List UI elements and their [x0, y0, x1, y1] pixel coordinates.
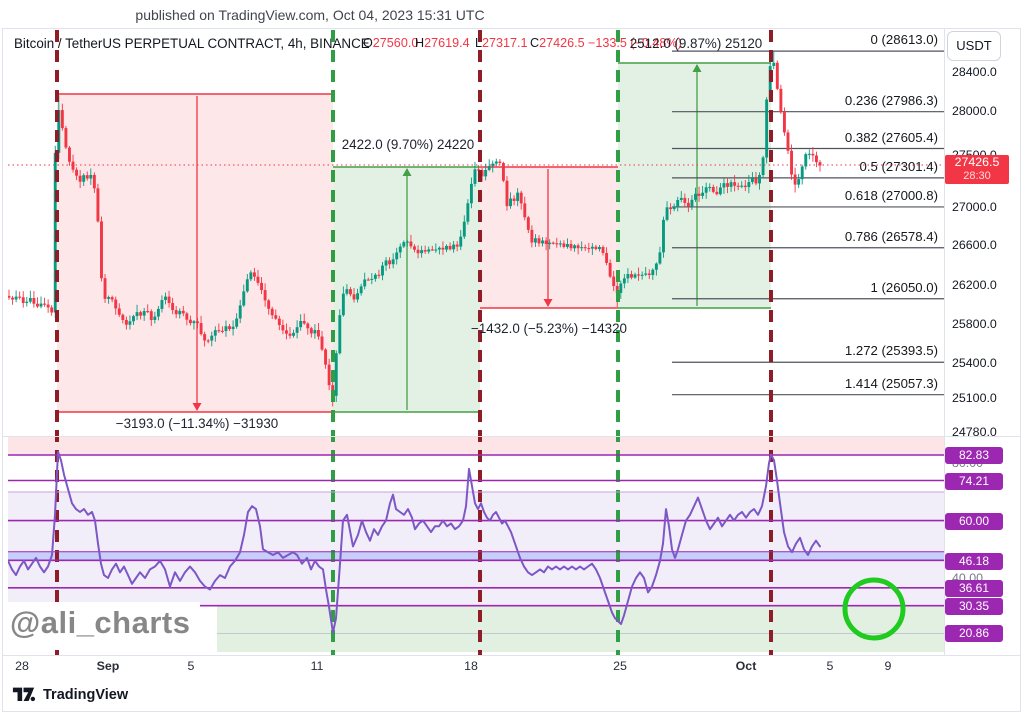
- watermark-text: @ali_charts: [10, 605, 191, 640]
- fib-level-label[interactable]: 0.618 (27000.8): [844, 188, 938, 203]
- measurement-box-1[interactable]: [333, 166, 480, 413]
- price-axis-label: 25100.0: [952, 391, 997, 405]
- fib-level-label[interactable]: 0.382 (27605.4): [844, 130, 938, 145]
- fib-level-label[interactable]: 0 (28613.0): [870, 32, 938, 47]
- time-axis-label[interactable]: Oct: [735, 659, 757, 673]
- rsi-level-badge: 46.18: [945, 552, 1003, 570]
- change-value: −133.5 (−0.48%): [588, 36, 682, 50]
- footer-brand[interactable]: TradingView: [12, 686, 128, 703]
- time-axis-label[interactable]: 5: [187, 659, 195, 673]
- highlight-circle-annotation: [842, 577, 906, 641]
- rsi-level-badge: 36.61: [945, 579, 1003, 597]
- time-axis-label[interactable]: 9: [884, 659, 892, 673]
- bar-countdown: 28:30: [963, 170, 991, 182]
- fib-level-label[interactable]: 1.414 (25057.3): [844, 376, 938, 391]
- measurement-box-2[interactable]: [480, 166, 618, 309]
- price-axis-label: 28000.0: [952, 104, 997, 118]
- candlestick-series: [8, 51, 822, 407]
- price-axis-label: 25400.0: [952, 356, 997, 370]
- chart-frame: [2, 28, 1021, 712]
- price-axis-label: 27000.0: [952, 200, 997, 214]
- ohlc-h: H27619.4: [415, 36, 470, 50]
- fib-level-label[interactable]: 0.236 (27986.3): [844, 93, 938, 108]
- price-axis-label: 28400.0: [952, 65, 997, 79]
- watermark: @ali_charts: [6, 602, 201, 647]
- current-price-badge: 27426.5 28:30: [945, 155, 1009, 184]
- fib-level-label[interactable]: 0.786 (26578.4): [844, 229, 938, 244]
- rsi-level-badge: 60.00: [945, 512, 1003, 530]
- ohlc-l: L27317.1: [475, 36, 528, 50]
- time-axis-label[interactable]: Sep: [96, 659, 120, 673]
- pane-separator[interactable]: [2, 436, 1021, 437]
- time-scale[interactable]: [3, 656, 1021, 677]
- rsi-level-badge: 82.83: [945, 446, 1003, 464]
- rsi-level-badge: 74.21: [945, 472, 1003, 490]
- time-axis-label[interactable]: 25: [613, 659, 627, 673]
- ohlc-o: O27560.0: [363, 36, 419, 50]
- price-axis-label: 26600.0: [952, 238, 997, 252]
- price-axis-border: [944, 28, 945, 656]
- price-axis-label: 24780.0: [952, 425, 997, 439]
- fib-level-label[interactable]: 1.272 (25393.5): [844, 343, 938, 358]
- currency-button[interactable]: USDT: [947, 31, 1001, 61]
- time-axis-label[interactable]: 28: [15, 659, 29, 673]
- rsi-overbought-band: [8, 437, 944, 455]
- rsi-level-badge: 30.35: [945, 597, 1003, 615]
- fib-level-label[interactable]: 0.5 (27301.4): [859, 159, 938, 174]
- time-axis-label[interactable]: 11: [310, 659, 324, 673]
- rsi-level-badge: 20.86: [945, 624, 1003, 642]
- time-axis-label[interactable]: 18: [464, 659, 478, 673]
- rsi-blue-band: [8, 551, 944, 562]
- time-axis-border: [2, 655, 1021, 656]
- tradingview-logo-text: TradingView: [43, 686, 129, 703]
- rsi-oversold-band: [217, 606, 944, 652]
- time-axis-label[interactable]: 5: [826, 659, 834, 673]
- published-line: published on TradingView.com, Oct 04, 20…: [135, 7, 485, 23]
- ohlc-c: C27426.5: [530, 36, 585, 50]
- fib-level-label[interactable]: 1 (26050.0): [870, 280, 938, 295]
- measurement-label: 2512.0 (9.87%) 25120: [629, 36, 763, 51]
- tradingview-logo-icon: [12, 687, 36, 702]
- price-axis-label: 26200.0: [952, 278, 997, 292]
- measurement-label: −1432.0 (−5.23%) −14320: [471, 321, 627, 336]
- price-axis-label: 25800.0: [952, 317, 997, 331]
- current-price: 27426.5: [954, 155, 1000, 169]
- rsi-plot-line: [8, 450, 821, 634]
- measurement-label: −3193.0 (−11.34%) −31930: [115, 416, 279, 431]
- symbol-title[interactable]: Bitcoin / TetherUS PERPETUAL CONTRACT, 4…: [14, 36, 370, 51]
- measurement-box-0[interactable]: [57, 93, 333, 413]
- measurement-label: 2422.0 (9.70%) 24220: [341, 137, 475, 152]
